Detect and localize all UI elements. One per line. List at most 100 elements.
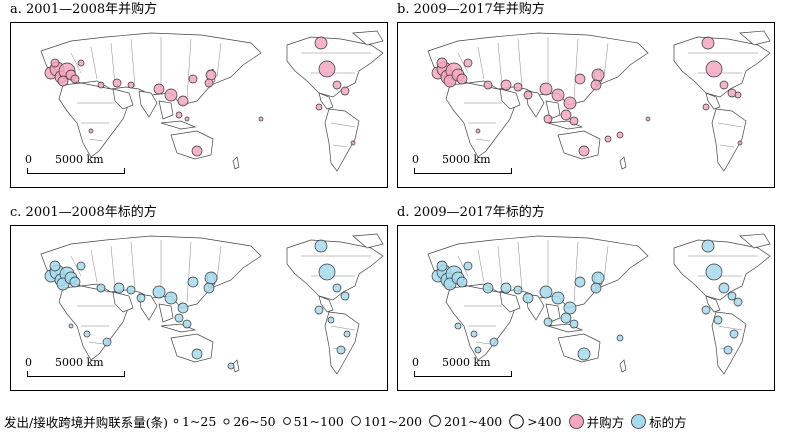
flow-symbol	[258, 116, 264, 122]
landmass	[324, 311, 360, 375]
country-border	[130, 38, 136, 88]
country-border	[719, 144, 735, 148]
country-border	[717, 122, 743, 128]
landmass	[545, 100, 561, 120]
legend-fill-label: 并购方	[586, 414, 625, 430]
flow-symbol	[318, 263, 336, 281]
country-border	[457, 255, 469, 277]
flow-symbol	[574, 73, 586, 85]
flow-symbol	[102, 337, 112, 347]
flow-symbol	[70, 74, 80, 84]
flow-symbol	[500, 282, 512, 294]
country-border	[475, 341, 491, 345]
flow-symbol	[539, 285, 553, 299]
scale-bar-line	[27, 168, 125, 174]
flow-symbol	[616, 334, 624, 342]
map-frame: 0 5000 km	[10, 225, 388, 391]
landmass	[160, 323, 197, 333]
flow-symbol	[153, 83, 165, 95]
scale-zero: 0	[412, 153, 419, 166]
legend-class-label: 51~100	[293, 413, 344, 429]
flow-symbol	[332, 80, 342, 90]
flow-symbol	[113, 282, 125, 294]
landmass	[170, 130, 214, 160]
flow-symbol	[523, 90, 533, 100]
flow-symbol	[343, 330, 351, 338]
flow-symbol	[551, 291, 565, 305]
country-border	[457, 52, 469, 74]
flow-symbol	[560, 109, 572, 121]
flow-symbol	[719, 80, 729, 90]
flow-symbol	[563, 301, 577, 315]
flow-symbol	[83, 330, 91, 338]
flow-symbol	[203, 282, 215, 294]
flow-symbol	[191, 145, 203, 157]
flow-symbol	[489, 337, 499, 347]
legend-fill-acquirer: 并购方	[568, 412, 625, 431]
flow-symbol	[604, 135, 612, 143]
map-frame: 0 5000 km	[397, 225, 775, 391]
legend-class-label: 26~50	[233, 413, 276, 429]
landmass	[352, 30, 384, 46]
circle-size-xl-icon	[429, 415, 441, 427]
scale-label: 5000 km	[55, 356, 104, 369]
flow-symbol	[177, 95, 189, 107]
landmass	[58, 82, 130, 158]
legend-title: 发出/接收跨境并购联系量(条)	[4, 414, 168, 430]
landmass	[545, 303, 561, 323]
circle-size-m-icon	[282, 417, 291, 425]
flow-symbol	[49, 260, 61, 272]
country-border	[517, 241, 523, 291]
scale-bar: 0 5000 km	[412, 153, 532, 177]
landmass	[232, 156, 240, 170]
flow-symbol	[470, 330, 478, 338]
legend-class-5: 201~400	[428, 414, 502, 429]
legend-fill-target: 标的方	[630, 412, 687, 431]
flow-symbol	[50, 58, 60, 68]
flow-symbol	[578, 145, 590, 157]
panel-a: a. 2001—2008年并购方 0 5000 km	[10, 2, 388, 188]
landmass	[739, 30, 771, 46]
panel-title: b. 2009—2017年并购方	[397, 2, 545, 17]
flow-symbol	[127, 81, 135, 89]
world-map	[40, 233, 384, 375]
flow-symbol	[340, 291, 350, 301]
legend-class-label: 1~25	[181, 413, 217, 429]
flow-symbol	[187, 276, 199, 288]
landmass	[112, 88, 134, 110]
country-border	[475, 138, 491, 142]
flow-symbol	[76, 261, 86, 271]
flow-symbol	[734, 91, 742, 99]
country-border	[110, 245, 116, 289]
flow-symbol	[539, 82, 553, 96]
flow-symbol	[483, 80, 493, 90]
world-map	[427, 233, 771, 375]
flow-symbol	[57, 75, 69, 87]
map-legend: 发出/接收跨境并购联系量(条) 1~25 26~50 51~100 101~20…	[4, 410, 792, 432]
circle-size-xxl-icon	[509, 413, 525, 429]
scale-bar: 0 5000 km	[412, 356, 532, 380]
country-border	[717, 325, 743, 331]
landmass	[158, 303, 174, 323]
country-border	[573, 38, 579, 100]
scale-label: 5000 km	[55, 153, 104, 166]
country-border	[90, 46, 98, 80]
scale-label: 5000 km	[442, 356, 491, 369]
scale-label: 5000 km	[442, 153, 491, 166]
legend-class-4: 101~200	[350, 414, 422, 429]
flow-symbol	[577, 347, 591, 361]
legend-class-label: 101~200	[363, 413, 423, 429]
country-border	[186, 241, 192, 303]
legend-class-2: 26~50	[222, 413, 276, 429]
flow-symbol	[729, 329, 739, 339]
flow-symbol	[314, 36, 328, 50]
landmass	[158, 100, 174, 120]
country-border	[88, 138, 104, 142]
flow-symbol	[702, 103, 710, 111]
flow-symbol	[645, 116, 651, 122]
landmass	[170, 333, 214, 363]
flow-symbol	[314, 239, 328, 253]
legend-class-label: 201~400	[444, 413, 503, 429]
flow-symbol	[175, 111, 183, 119]
flow-symbol	[560, 312, 572, 324]
